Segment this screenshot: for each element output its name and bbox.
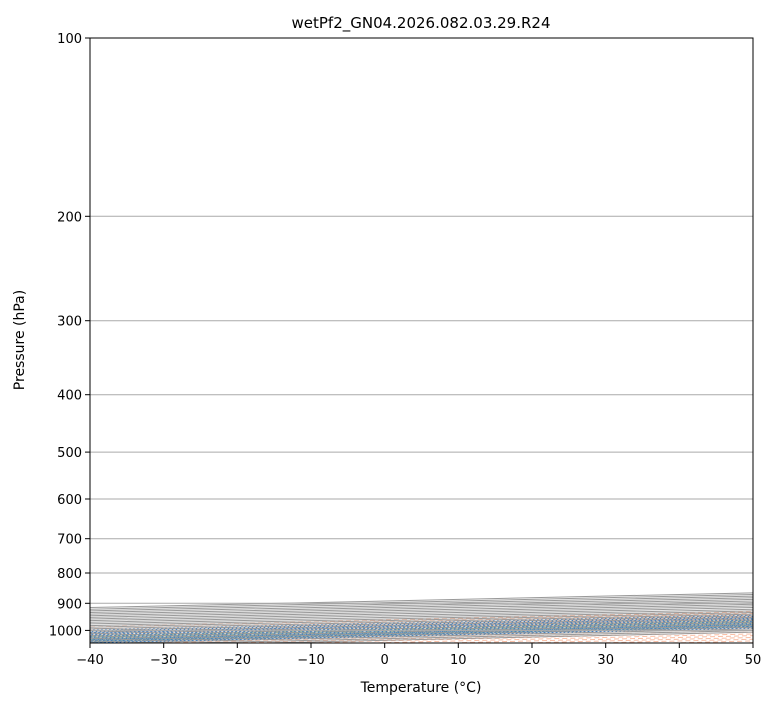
dry-adiabat-line [90, 612, 753, 630]
y-tick-label: 1000 [49, 624, 82, 639]
x-tick-label: −10 [297, 653, 324, 668]
moist-adiabat-line [90, 621, 753, 638]
x-tick-label: −20 [224, 653, 251, 668]
x-axis: −40 −30 −20 −10 0 10 20 30 40 50 [76, 643, 761, 668]
isotherm-line [90, 592, 753, 609]
dry-adiabat-line [498, 636, 753, 643]
x-tick-label: 40 [671, 653, 688, 668]
isotherm-line [90, 600, 753, 617]
isotherm-line [90, 598, 753, 615]
y-tick-label: 700 [57, 533, 82, 548]
isotherm-line [90, 608, 753, 625]
x-tick-label: 30 [597, 653, 614, 668]
y-tick-label: 400 [57, 389, 82, 404]
isotherm-line [90, 616, 753, 633]
x-tick-label: −30 [150, 653, 177, 668]
dry-adiabat-line [90, 621, 753, 638]
y-tick-label: 300 [57, 315, 82, 330]
isotherm-line [90, 621, 753, 638]
isotherm-line [90, 620, 753, 636]
isotherm-line [90, 610, 753, 627]
x-tick-label: 0 [381, 653, 389, 668]
isotherm-line [90, 625, 753, 641]
isotherm-line [90, 623, 753, 640]
background-lines [90, 38, 775, 655]
isotherm-line [240, 631, 753, 643]
dry-adiabat-line [472, 38, 775, 655]
dry-adiabat-line [90, 617, 753, 635]
x-axis-label: Temperature (°C) [360, 680, 482, 696]
y-axis-label: Pressure (hPa) [12, 290, 28, 390]
dry-adiabat-line [90, 614, 753, 631]
isotherm-line [90, 618, 753, 635]
dry-adiabat-line [90, 626, 753, 643]
y-tick-label: 200 [57, 210, 82, 225]
dry-adiabat-line [90, 624, 753, 642]
y-axis: 100 200 300 400 500 600 700 800 900 1000 [49, 32, 90, 639]
dry-adiabat-line [723, 642, 753, 643]
isotherm-line [93, 628, 753, 643]
x-tick-label: −40 [76, 653, 103, 668]
moist-adiabat-line [90, 620, 753, 637]
dry-adiabat-line [274, 631, 753, 643]
dry-adiabat-line [321, 38, 775, 655]
dry-adiabat-line [573, 638, 753, 643]
dry-adiabat-line [396, 38, 775, 655]
isotherm-line [90, 593, 753, 610]
x-tick-label: 20 [524, 653, 541, 668]
y-tick-label: 800 [57, 567, 82, 582]
isotherm-line [90, 595, 753, 612]
dry-adiabat-line [349, 633, 753, 643]
moist-adiabat-line [90, 626, 753, 643]
moist-adiabat-line [90, 624, 753, 641]
isotherm-line [90, 605, 753, 622]
isotherm-line [90, 611, 753, 628]
isotherm-line [90, 615, 753, 631]
isotherm-line [90, 597, 753, 613]
isotherm-line [90, 602, 753, 618]
moist-adiabat-line [90, 622, 753, 639]
dry-adiabat-line [90, 623, 753, 640]
dry-adiabat-line [90, 611, 753, 628]
x-tick-label: 10 [450, 653, 467, 668]
isotherm-line [166, 629, 753, 643]
chart-title: wetPf2_GN04.2026.082.03.29.R24 [291, 14, 550, 33]
dry-adiabat-line [90, 619, 753, 637]
dry-adiabat-line [125, 628, 753, 643]
isotherm-line [90, 607, 753, 623]
y-tick-label: 500 [57, 446, 82, 461]
y-tick-label: 100 [57, 32, 82, 47]
x-tick-label: 50 [745, 653, 762, 668]
y-tick-label: 900 [57, 597, 82, 612]
y-tick-label: 600 [57, 493, 82, 508]
moist-adiabat-line [90, 625, 753, 642]
dry-adiabat-line [648, 640, 753, 643]
isotherm-line [90, 626, 753, 643]
plot-frame [89, 37, 754, 644]
isotherm-line [90, 603, 753, 620]
isotherm-line [90, 613, 753, 630]
moist-adiabat-line [90, 624, 753, 641]
dry-adiabat-line [199, 629, 753, 643]
moist-adiabat-line [90, 623, 753, 640]
dry-adiabat-line [424, 635, 753, 643]
dry-adiabat-line [90, 616, 753, 633]
moist-adiabat-line [90, 619, 753, 637]
